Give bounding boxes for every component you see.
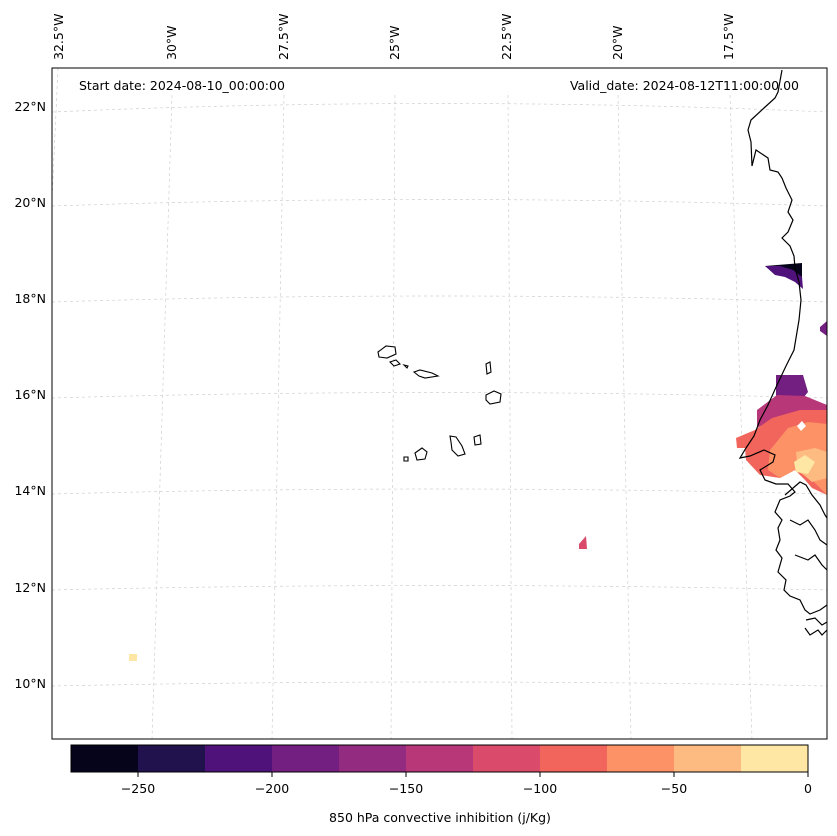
- lon-label: 20°W: [610, 25, 625, 60]
- lon-label: 17.5°W: [721, 14, 736, 60]
- colorbar-cell: [473, 745, 541, 772]
- colorbar-cell: [205, 745, 273, 772]
- graticule: [51, 67, 828, 740]
- island-sao-nicolau: [412, 369, 440, 379]
- colorbar-tick-label: −250: [121, 781, 155, 796]
- cape-verde-islands: [377, 345, 502, 462]
- island-brava: [403, 456, 409, 462]
- colorbar-cell: [406, 745, 474, 772]
- lon-label: 30°W: [164, 25, 179, 60]
- colorbar-cell: [540, 745, 608, 772]
- cin-patch-ocean-small: [579, 536, 587, 549]
- colorbar-label: 850 hPa convective inhibition (j/Kg): [329, 810, 551, 825]
- cin-patch-east-edge: [820, 321, 827, 336]
- lat-label: 14°N: [14, 483, 46, 498]
- colorbar-tick-label: −100: [523, 781, 557, 796]
- colorbar-ticks: −250 −200 −150 −100 −50 0: [121, 772, 812, 796]
- lon-label: 22.5°W: [499, 14, 514, 60]
- colorbar-cell: [339, 745, 407, 772]
- island-santo-antao: [377, 345, 397, 359]
- colorbar-cell: [138, 745, 206, 772]
- island-sal: [485, 361, 492, 375]
- colorbar-tick-label: −200: [255, 781, 289, 796]
- colorbar-tick-label: 0: [804, 781, 812, 796]
- cin-hole: [797, 421, 806, 431]
- valid-date-label: Valid_date: 2024-08-12T11:00:00.00: [570, 78, 799, 93]
- island-maio: [473, 434, 482, 446]
- colorbar: −250 −200 −150 −100 −50 0 850 hPa convec…: [70, 744, 812, 825]
- colorbar-cell: [71, 745, 139, 772]
- colorbar-tick-label: −50: [661, 781, 687, 796]
- colorbar-tick-label: −150: [389, 781, 423, 796]
- start-date-label: Start date: 2024-08-10_00:00:00: [79, 78, 285, 93]
- island-santa-luzia: [402, 363, 409, 369]
- lon-label: 32.5°W: [51, 14, 66, 60]
- cin-patch-senegal-magenta: [757, 395, 827, 428]
- cin-patch-ocean-tiny: [129, 654, 137, 661]
- lat-label: 22°N: [14, 99, 46, 114]
- lat-label: 16°N: [14, 387, 46, 402]
- lat-label: 18°N: [14, 291, 46, 306]
- cin-patch-senegal-pale: [794, 455, 815, 474]
- cin-patch-mauritania-purple: [765, 266, 803, 289]
- island-boa-vista: [485, 390, 502, 405]
- island-santiago: [449, 435, 466, 457]
- colorbar-frame: [70, 744, 809, 773]
- lat-label: 20°N: [14, 195, 46, 210]
- island-fogo: [414, 447, 428, 461]
- cin-field: [129, 263, 827, 661]
- map-panel: [51, 67, 828, 740]
- coastline: [738, 69, 828, 636]
- colorbar-cells: [71, 745, 809, 772]
- lat-label: 12°N: [14, 580, 46, 595]
- colorbar-cell: [741, 745, 809, 772]
- colorbar-cell: [674, 745, 742, 772]
- lon-label: 25°W: [387, 25, 402, 60]
- map-border: [51, 67, 828, 740]
- island-sao-vicente: [388, 359, 402, 367]
- colorbar-cell: [607, 745, 675, 772]
- lon-label: 27.5°W: [276, 14, 291, 60]
- lat-label: 10°N: [14, 676, 46, 691]
- latitude-labels: 22°N 20°N 18°N 16°N 14°N 12°N 10°N: [14, 99, 46, 691]
- longitude-labels: 32.5°W 30°W 27.5°W 25°W 22.5°W 20°W 17.5…: [51, 14, 736, 60]
- colorbar-cell: [272, 745, 340, 772]
